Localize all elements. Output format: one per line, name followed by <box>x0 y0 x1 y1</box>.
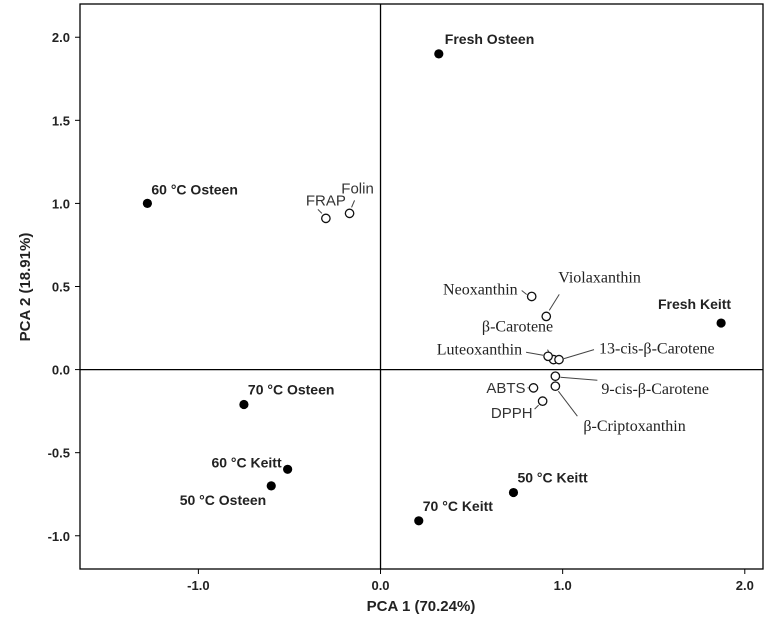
x-axis-title: PCA 1 (70.24%) <box>367 598 476 615</box>
variable-label: Folin <box>341 180 374 197</box>
variable-point <box>321 213 331 224</box>
variable-label: Neoxanthin <box>443 281 518 298</box>
variable-point <box>550 371 561 382</box>
variable-label: β-Carotene <box>482 319 553 336</box>
variable-point <box>554 354 564 365</box>
sample-label: Fresh Osteen <box>445 31 534 47</box>
y-tick-label: 0.5 <box>52 280 70 295</box>
sample-label: 70 °C Osteen <box>248 381 335 397</box>
leader-line <box>548 294 560 311</box>
leader-line <box>560 376 598 381</box>
sample-point <box>508 487 519 498</box>
variable-point <box>543 351 553 362</box>
sample-point <box>283 464 293 474</box>
sample-label: 60 °C Osteen <box>151 181 238 197</box>
x-tick-label: 2.0 <box>736 578 754 593</box>
y-tick-label: 1.5 <box>52 113 70 128</box>
variable-label: ABTS <box>486 380 525 397</box>
variable-label: Luteoxanthin <box>437 341 522 358</box>
leader-line <box>525 351 544 356</box>
variable-point <box>550 381 561 392</box>
variable-label: Violaxanthin <box>558 269 641 286</box>
sample-point <box>142 198 152 209</box>
y-tick-label: 2.0 <box>52 30 70 45</box>
sample-label: 70 °C Keitt <box>423 498 494 514</box>
variable-label: 9-cis-β-Carotene <box>601 381 709 398</box>
sample-label: 50 °C Keitt <box>517 470 588 486</box>
plot-frame <box>79 3 764 570</box>
x-tick-label: 0.0 <box>371 578 389 593</box>
sample-point <box>266 481 276 491</box>
leader-line <box>351 200 356 208</box>
leader-line <box>563 349 595 360</box>
variable-label: 13-cis-β-Carotene <box>599 341 715 358</box>
leader-line <box>521 290 528 295</box>
sample-point <box>716 318 726 328</box>
sample-label: 60 °C Keitt <box>211 454 282 470</box>
y-tick-label: 0.0 <box>52 363 70 378</box>
variable-point <box>541 311 552 322</box>
y-axis-title: PCA 2 (18.91%) <box>17 233 34 342</box>
variable-label: DPPH <box>491 405 533 422</box>
variable-point <box>528 383 539 393</box>
sample-point <box>434 49 444 59</box>
sample-label: 50 °C Osteen <box>180 492 267 508</box>
sample-label: Fresh Keitt <box>658 296 731 312</box>
leader-line <box>317 209 323 214</box>
y-tick-label: 1.0 <box>52 196 70 211</box>
variable-point <box>537 396 548 407</box>
leader-line <box>534 404 539 410</box>
variable-point <box>526 291 537 302</box>
y-tick-label: -0.5 <box>48 446 70 461</box>
variable-label: β-Criptoxanthin <box>583 418 685 435</box>
variable-label: FRAP <box>306 192 346 209</box>
leader-line <box>557 390 578 417</box>
y-tick-label: -1.0 <box>48 529 70 544</box>
x-tick-label: 1.0 <box>554 578 572 593</box>
sample-point <box>239 399 249 410</box>
x-tick-label: -1.0 <box>187 578 209 593</box>
sample-point <box>414 516 424 526</box>
variable-point <box>344 208 355 219</box>
